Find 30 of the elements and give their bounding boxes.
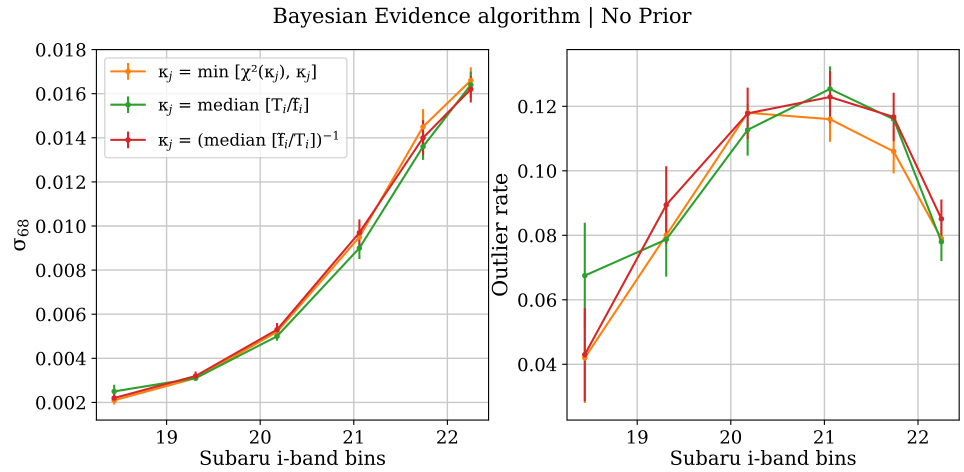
chart-title: Bayesian Evidence algorithm | No Prior <box>274 7 692 28</box>
y-tick-label: 0.04 <box>518 358 556 372</box>
x-tick-label: 21 <box>814 430 834 444</box>
legend-label: κ$_{j}$ = (median [f̃$_{i}$/T$_{i}$])$^{−1}$ <box>158 130 338 151</box>
y-tick-label: 0.006 <box>36 308 86 322</box>
y-tick-label: 0.002 <box>36 396 85 410</box>
y-tick-label: 0.10 <box>518 164 556 178</box>
y-axis-title: Outlier rate <box>491 174 508 296</box>
y-tick-label: 0.008 <box>36 264 86 278</box>
x-tick-label: 20 <box>250 430 270 444</box>
y-tick-label: 0.06 <box>518 293 556 307</box>
x-tick-label: 22 <box>437 430 458 444</box>
x-tick-label: 21 <box>344 430 363 444</box>
x-tick-label: 19 <box>628 430 648 444</box>
y-tick-label: 0.004 <box>36 352 86 366</box>
y-tick-label: 0.014 <box>36 131 86 145</box>
y-tick-label: 0.08 <box>518 228 556 242</box>
y-axis-title: σ$_{68}$ <box>14 220 29 251</box>
x-tick-label: 19 <box>157 430 177 444</box>
y-tick-label: 0.12 <box>518 100 556 114</box>
legend-label: κ$_{j}$ = min [χ²(κ$_{j}$), κ$_{j}$] <box>158 64 316 82</box>
y-tick-label: 0.018 <box>36 43 86 57</box>
legend-label: κ$_{j}$ = median [T$_{i}$/f̃$_{i}$] <box>158 98 308 116</box>
y-tick-label: 0.010 <box>36 219 86 234</box>
x-axis-title: Subaru i-band bins <box>671 450 856 466</box>
y-tick-label: 0.016 <box>36 87 86 101</box>
x-tick-label: 22 <box>908 430 928 444</box>
x-axis-title: Subaru i-band bins <box>200 450 385 466</box>
x-tick-label: 20 <box>720 430 742 444</box>
y-tick-label: 0.012 <box>36 175 85 190</box>
